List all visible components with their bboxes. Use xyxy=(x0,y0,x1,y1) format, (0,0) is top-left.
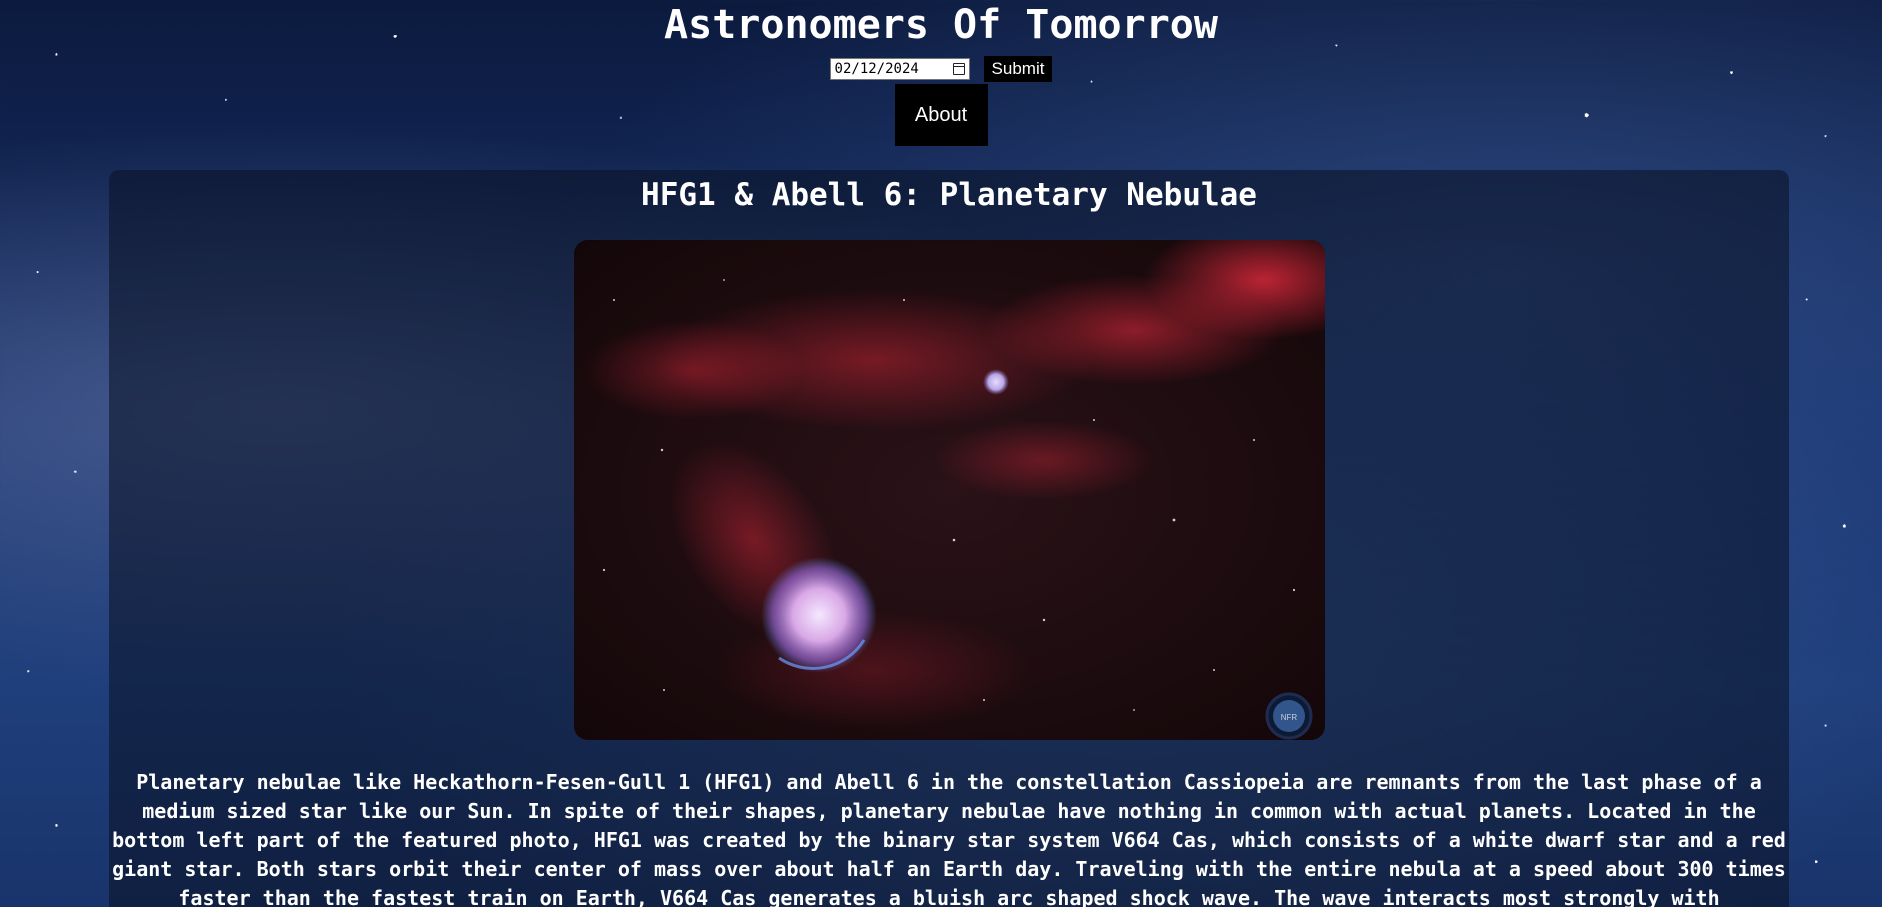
apod-title: HFG1 & Abell 6: Planetary Nebulae xyxy=(641,177,1257,213)
apod-image: NFR xyxy=(574,240,1325,740)
nebula-image: NFR xyxy=(574,240,1325,740)
calendar-icon[interactable] xyxy=(952,63,965,75)
date-form: 02/12/2024 Submit xyxy=(0,56,1882,82)
image-watermark: NFR xyxy=(1281,713,1298,722)
apod-explanation: Planetary nebulae like Heckathorn-Fesen-… xyxy=(112,770,1786,907)
apod-panel: HFG1 & Abell 6: Planetary Nebulae xyxy=(109,170,1789,907)
submit-button[interactable]: Submit xyxy=(983,56,1053,82)
about-button[interactable]: About xyxy=(894,84,988,146)
date-value: 02/12/2024 xyxy=(834,61,919,77)
site-title: Astronomers Of Tomorrow xyxy=(664,2,1218,48)
site-header: Astronomers Of Tomorrow 02/12/2024 Submi… xyxy=(0,0,1882,146)
date-input[interactable]: 02/12/2024 xyxy=(829,58,970,80)
